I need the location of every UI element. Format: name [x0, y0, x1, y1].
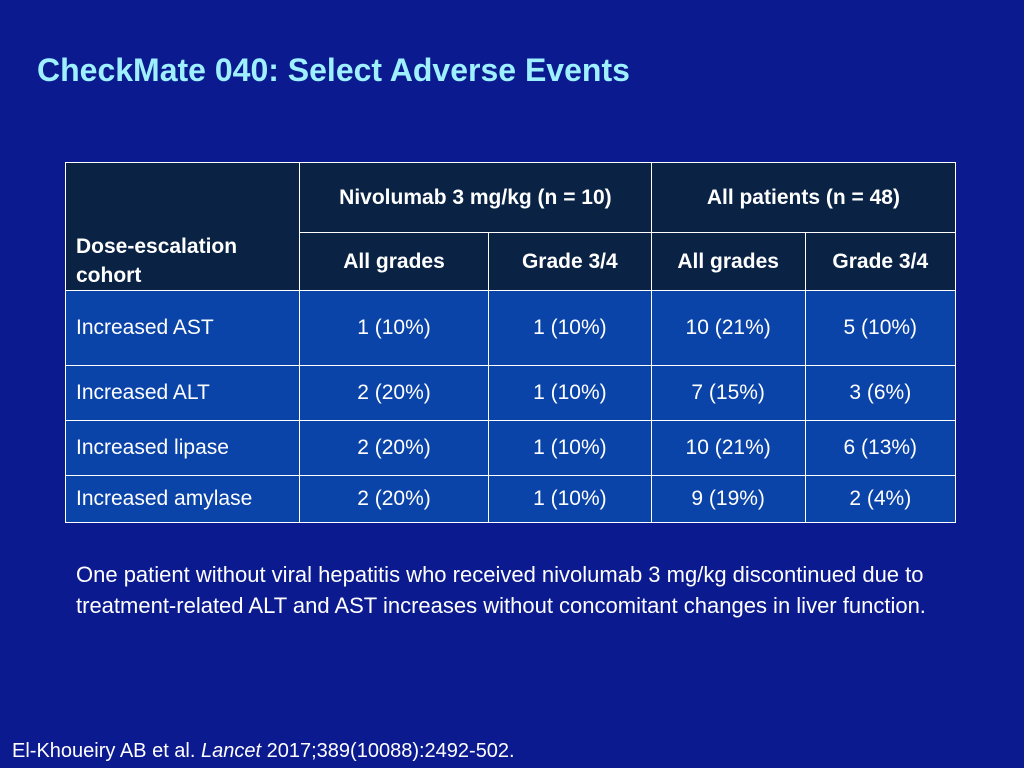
group-header-all-patients: All patients (n = 48) [650, 162, 957, 233]
slide-title: CheckMate 040: Select Adverse Events [37, 52, 630, 88]
group-header-nivolumab: Nivolumab 3 mg/kg (n = 10) [299, 162, 652, 233]
table-cell: 1 (10%) [487, 365, 652, 421]
table-cell: 10 (21%) [650, 290, 806, 366]
table-cell: 1 (10%) [299, 290, 489, 366]
footnote-text: One patient without viral hepatitis who … [76, 562, 926, 618]
table-row: Increased ALT 2 (20%) 1 (10%) 7 (15%) 3 … [64, 365, 957, 421]
subheader-cell: All grades [650, 232, 806, 291]
table-cell: 7 (15%) [650, 365, 806, 421]
table-cell: 1 (10%) [487, 475, 652, 523]
table-cell: 2 (20%) [299, 475, 489, 523]
table-cell: 5 (10%) [804, 290, 957, 366]
adverse-events-table: Dose-escalation cohort Nivolumab 3 mg/kg… [64, 162, 957, 523]
citation-details: 2017;389(10088):2492-502. [266, 740, 515, 762]
table-cell: 3 (6%) [804, 365, 957, 421]
table-cell: 1 (10%) [487, 290, 652, 366]
table-cell: 10 (21%) [650, 420, 806, 476]
citation-journal: Lancet [201, 740, 262, 762]
table-row: Increased lipase 2 (20%) 1 (10%) 10 (21%… [64, 420, 957, 476]
table-cell: 9 (19%) [650, 475, 806, 523]
row-label: Increased amylase [64, 475, 301, 523]
table-cell: 1 (10%) [487, 420, 652, 476]
row-header-cell: Dose-escalation cohort [64, 162, 301, 291]
table-cell: 6 (13%) [804, 420, 957, 476]
table-group-header-row: Dose-escalation cohort Nivolumab 3 mg/kg… [64, 162, 957, 291]
table-cell: 2 (20%) [299, 420, 489, 476]
table-row: Increased AST 1 (10%) 1 (10%) 10 (21%) 5… [64, 290, 957, 366]
table-cell: 2 (20%) [299, 365, 489, 421]
row-label: Increased AST [64, 290, 301, 366]
subheader-cell: Grade 3/4 [487, 232, 652, 291]
citation-authors: El-Khoueiry AB et al. [12, 740, 196, 762]
table-row: Increased amylase 2 (20%) 1 (10%) 9 (19%… [64, 475, 957, 523]
table-cell: 2 (4%) [804, 475, 957, 523]
row-label: Increased ALT [64, 365, 301, 421]
subheader-cell: All grades [299, 232, 489, 291]
row-label: Increased lipase [64, 420, 301, 476]
subheader-cell: Grade 3/4 [804, 232, 957, 291]
table-subheader-row: All grades Grade 3/4 All grades Grade 3/… [66, 232, 957, 291]
citation: El-Khoueiry AB et al. Lancet 2017;389(10… [12, 738, 515, 764]
